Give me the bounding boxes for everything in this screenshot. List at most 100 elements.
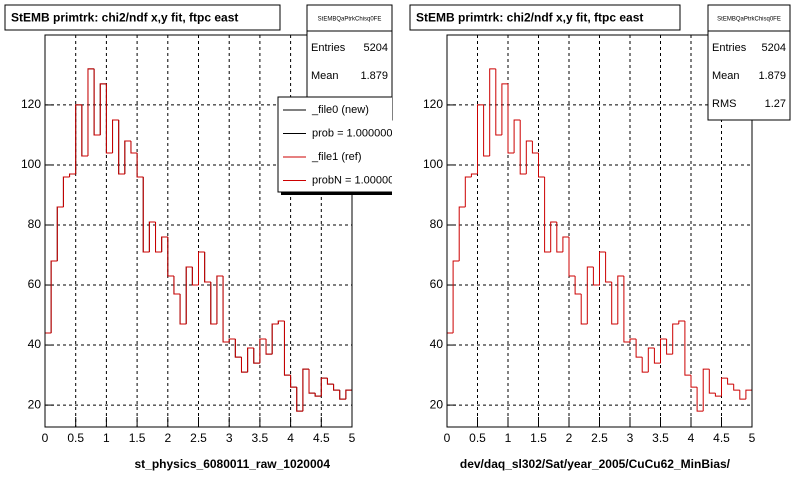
histogram-bin — [660, 338, 667, 364]
histogram-bin — [308, 369, 316, 394]
histogram-bin — [296, 387, 303, 412]
histogram-bin — [641, 357, 649, 373]
x-tick-label: 2 — [566, 431, 573, 445]
histogram-bin — [568, 237, 576, 277]
histogram-bin — [684, 321, 691, 376]
histogram-bin — [290, 375, 297, 388]
histogram-bin — [69, 173, 76, 177]
histogram-bin — [50, 260, 58, 334]
histogram-bin — [240, 357, 248, 373]
x-tick-label: 1 — [505, 431, 512, 445]
histogram-bin — [198, 251, 205, 286]
histogram-bin — [477, 104, 484, 174]
x-tick-label: 1.5 — [129, 431, 146, 445]
legend-box — [277, 96, 392, 193]
title-box — [409, 4, 681, 31]
stats-box — [707, 4, 791, 121]
histogram-bin — [653, 348, 661, 364]
histogram-bin — [271, 323, 279, 355]
x-tick-label: 1.5 — [530, 431, 547, 445]
histogram-bin — [635, 339, 643, 358]
histogram-bin — [259, 338, 267, 364]
histogram-bin — [93, 68, 101, 136]
stats-name: StEMBQaPtrkChisq0FE — [318, 17, 382, 23]
legend-label: _file1 (ref) — [311, 151, 362, 163]
histogram-bin — [599, 251, 606, 286]
legend-label: prob = 1.000000 — [312, 127, 392, 139]
histogram-bin — [167, 237, 174, 277]
x-tick-label: 3.5 — [252, 431, 269, 445]
x-axis-title: dev/daq_sl302/Sat/year_2005/CuCu62_MinBi… — [460, 457, 731, 471]
stats-value: 1.27 — [765, 98, 786, 110]
x-tick-label: 0 — [42, 431, 49, 445]
histogram-bin — [525, 140, 533, 174]
y-tick-label: 120 — [21, 97, 41, 111]
stats-label: Mean — [311, 70, 339, 82]
histogram-bin — [142, 176, 150, 253]
histogram-bin — [702, 368, 710, 412]
histogram-bin — [562, 236, 569, 253]
histogram-bin — [314, 393, 322, 397]
histogram-bin — [339, 390, 346, 400]
histogram-bin — [623, 276, 630, 343]
x-tick-label: 3 — [226, 431, 233, 445]
histogram-bin — [544, 176, 551, 253]
histogram-bin — [302, 368, 310, 412]
histogram-bin — [727, 378, 734, 385]
x-tick-label: 3 — [627, 431, 634, 445]
histogram-bin — [247, 347, 254, 373]
histogram-bin — [721, 377, 728, 397]
stats-value: 5204 — [762, 42, 786, 54]
histogram-bin — [210, 282, 217, 325]
x-tick-label: 2 — [164, 431, 171, 445]
histogram-bin — [672, 323, 679, 355]
histogram-bin — [283, 321, 291, 376]
chart-title: StEMB primtrk: chi2/ndf x,y fit, ftpc ea… — [416, 11, 643, 25]
x-tick-label: 4 — [688, 431, 695, 445]
legend: _file0 (new) prob = 1.000000 _file1 (ref) p… — [277, 96, 400, 195]
histogram-bin — [99, 83, 107, 135]
histogram-bin — [666, 339, 673, 355]
y-tick-label: 100 — [423, 157, 443, 171]
histogram-bin — [161, 236, 168, 253]
x-tick-label: 4 — [287, 431, 294, 445]
x-tick-label: 3.5 — [652, 431, 669, 445]
histogram-bin — [105, 83, 113, 154]
histogram-bin — [580, 294, 588, 325]
histogram-bin — [617, 275, 624, 325]
histogram-bin — [464, 176, 472, 207]
histogram-bin — [690, 375, 698, 388]
histogram-bin — [501, 83, 508, 135]
histogram-bin — [75, 104, 82, 174]
histogram-bin — [216, 275, 224, 325]
y-tick-label: 60 — [28, 277, 42, 291]
histogram-bin — [470, 173, 478, 177]
histogram-bin — [629, 338, 637, 343]
y-tick-label: 40 — [28, 337, 42, 351]
histogram-bin — [277, 320, 285, 325]
histogram-bin — [696, 387, 704, 412]
x-tick-label: 1 — [103, 431, 110, 445]
histogram-bin — [185, 266, 193, 325]
histogram-bin — [204, 252, 211, 283]
histogram-bin — [253, 348, 260, 364]
histogram-bin — [155, 221, 162, 253]
title-box — [4, 4, 281, 31]
histogram-bin — [234, 339, 242, 358]
histogram-bin — [531, 140, 539, 154]
histogram-bin — [556, 221, 563, 253]
histogram-bin — [739, 390, 746, 400]
stats-value: 1.879 — [360, 70, 388, 82]
histogram-bin — [222, 276, 230, 343]
histogram-bin — [112, 119, 119, 153]
x-tick-label: 2.5 — [591, 431, 608, 445]
histogram-bin — [592, 267, 600, 286]
histogram-bin — [179, 294, 187, 325]
histogram-bin — [733, 384, 740, 391]
histogram-bin — [136, 152, 144, 178]
histogram-bin — [62, 176, 70, 207]
histogram-bin — [333, 384, 340, 391]
legend-label: probN = 1.000000 — [312, 174, 400, 186]
